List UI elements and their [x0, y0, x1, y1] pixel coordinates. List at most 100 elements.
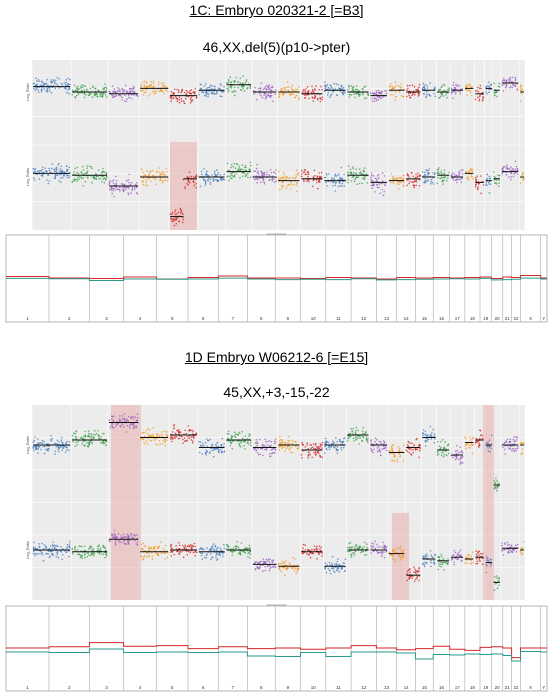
data-point	[244, 175, 247, 177]
data-point	[452, 81, 455, 84]
data-point	[379, 92, 382, 94]
data-point	[381, 180, 384, 182]
panel-1c-title: 1C: Embryo 020321-2 [=B3]	[189, 2, 364, 18]
data-point	[184, 546, 187, 548]
data-point	[223, 450, 226, 453]
data-point	[324, 87, 327, 89]
data-point	[331, 555, 334, 558]
data-point	[273, 451, 276, 454]
data-point	[362, 93, 364, 96]
data-point	[161, 171, 163, 174]
data-point	[307, 454, 310, 457]
data-point	[371, 187, 374, 190]
data-point	[415, 179, 418, 181]
data-point	[247, 552, 249, 555]
data-point	[248, 435, 250, 438]
data-point	[365, 553, 368, 556]
data-point	[319, 454, 321, 457]
chromosome-tick-label: 14	[404, 685, 410, 690]
data-point	[478, 182, 481, 185]
data-point	[426, 555, 428, 558]
data-point	[192, 430, 195, 433]
data-point	[98, 178, 100, 180]
data-point	[379, 440, 382, 443]
data-point	[74, 96, 77, 99]
data-point	[63, 445, 66, 448]
data-point	[339, 182, 341, 184]
data-point	[510, 169, 513, 172]
data-point	[510, 85, 512, 88]
data-point	[210, 548, 212, 550]
data-point	[380, 555, 383, 557]
data-point	[437, 556, 439, 558]
data-point	[334, 190, 337, 192]
data-point	[34, 554, 36, 557]
data-point	[243, 445, 245, 447]
data-point	[48, 180, 51, 182]
data-point	[37, 89, 39, 91]
data-point	[389, 86, 392, 88]
data-point	[470, 439, 472, 441]
data-point	[479, 94, 481, 96]
data-point	[304, 544, 307, 546]
data-point	[321, 555, 323, 557]
data-point	[128, 539, 130, 542]
data-point	[182, 442, 184, 444]
data-point	[137, 95, 139, 97]
data-point	[176, 550, 178, 553]
data-point	[281, 89, 283, 92]
data-point	[96, 549, 99, 552]
data-point	[271, 452, 273, 455]
data-point	[128, 543, 130, 545]
copy-number-line	[6, 642, 547, 659]
data-point	[182, 100, 185, 102]
data-point	[372, 550, 375, 552]
data-point	[262, 180, 264, 182]
data-point	[109, 540, 111, 542]
data-point	[58, 173, 61, 176]
data-point	[505, 79, 508, 82]
data-point	[438, 556, 441, 558]
data-point	[219, 448, 222, 451]
data-point	[316, 446, 318, 449]
data-point	[119, 415, 121, 417]
data-point	[216, 442, 218, 444]
data-point	[288, 435, 290, 438]
data-point	[452, 84, 455, 87]
data-point	[493, 488, 496, 490]
data-point	[423, 171, 426, 174]
data-point	[321, 552, 324, 554]
data-point	[48, 548, 51, 550]
data-point	[150, 180, 152, 183]
data-point	[408, 578, 411, 580]
data-point	[39, 553, 41, 555]
data-point	[97, 169, 100, 171]
data-point	[352, 432, 354, 435]
data-point	[212, 178, 214, 180]
data-point	[394, 455, 397, 458]
data-point	[401, 556, 404, 559]
data-point	[516, 169, 518, 171]
data-point	[181, 221, 184, 224]
data-point	[141, 438, 144, 441]
data-point	[291, 184, 293, 186]
data-point	[187, 425, 189, 427]
data-point	[228, 86, 230, 88]
data-point	[366, 182, 369, 184]
data-point	[181, 90, 183, 92]
data-point	[485, 556, 488, 558]
data-point	[409, 569, 411, 571]
data-point	[505, 173, 508, 176]
data-point	[378, 448, 381, 451]
data-point	[120, 541, 122, 544]
data-point	[130, 192, 132, 194]
data-point	[406, 444, 409, 446]
data-point	[294, 567, 297, 570]
data-point	[408, 182, 411, 185]
data-point	[323, 452, 326, 454]
data-point	[45, 90, 47, 92]
data-point	[66, 440, 68, 443]
data-point	[43, 83, 46, 86]
data-point	[135, 94, 138, 96]
